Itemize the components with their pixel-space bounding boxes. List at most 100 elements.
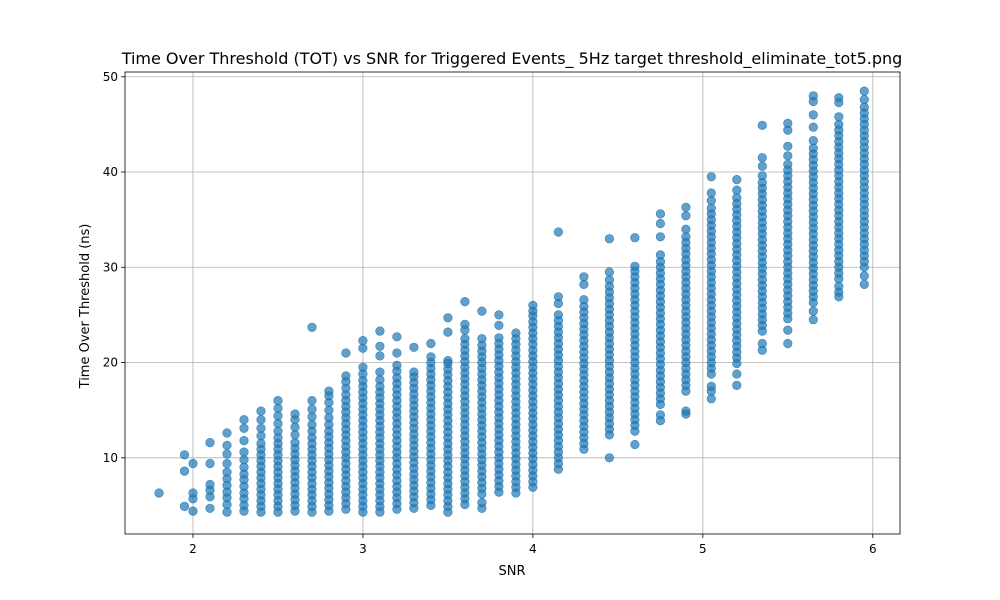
data-point [808,122,818,132]
data-point [460,319,470,330]
data-point [273,396,283,406]
data-point [256,406,266,416]
data-point [205,438,215,448]
data-point [604,234,615,244]
data-point [222,440,232,451]
data-point [256,415,266,425]
data-point [553,310,564,320]
data-point [205,458,215,469]
data-point [307,322,317,332]
data-point [655,250,666,260]
data-point [179,501,190,512]
data-point [392,348,402,358]
data-point [307,404,317,414]
data-point [375,326,385,336]
data-point [460,334,470,344]
data-point [834,112,844,122]
data-point [375,367,385,377]
data-point [681,406,691,416]
data-point [604,267,615,277]
data-point [681,202,691,212]
data-point [706,172,716,182]
data-point [706,381,716,392]
x-tick-label: 2 [189,542,197,556]
data-point [443,327,453,337]
data-point [783,141,793,151]
data-point [630,439,640,450]
data-point [655,410,666,420]
data-point [358,362,368,372]
data-point [732,369,742,379]
y-axis-label: Time Over Threshold (ns) [78,224,93,390]
data-point [655,218,666,229]
data-point [409,367,419,377]
data-point [553,292,564,302]
data-point [239,415,249,425]
data-point [604,275,615,285]
data-point [188,506,198,516]
chart-title: Time Over Threshold (TOT) vs SNR for Tri… [121,49,903,69]
data-point [222,467,232,477]
data-point [511,328,521,338]
data-point [179,466,190,476]
data-point [358,336,368,346]
data-point [655,232,666,242]
data-point [681,211,691,221]
data-point [222,458,232,469]
plot-frame [124,71,901,535]
data-point [808,110,818,120]
data-point [808,91,818,101]
data-point [341,348,351,358]
data-point [783,159,793,169]
data-point [757,120,767,130]
data-point [222,449,232,459]
data-point [290,409,300,419]
y-tick-label: 40 [103,165,118,179]
data-point [239,423,249,433]
data-point [808,315,818,325]
data-point [392,332,402,342]
data-point [859,86,869,96]
data-point [460,297,470,307]
data-point [757,171,767,181]
data-point [834,93,844,103]
data-point [324,405,334,415]
x-tick-label: 4 [529,542,537,556]
data-point [783,338,793,349]
data-point [783,325,793,335]
data-point [205,503,215,513]
data-point [443,356,453,366]
data-point [732,175,742,185]
data-point [392,360,402,371]
data-point [706,188,716,198]
data-point [808,136,818,146]
data-point [290,438,300,448]
data-point [426,338,436,349]
data-point [341,371,351,381]
data-point [324,386,334,396]
data-point [375,341,385,351]
y-tick-label: 30 [103,260,118,274]
data-point [783,118,793,128]
data-point [239,447,249,457]
data-point [179,450,190,460]
data-point [859,271,869,281]
data-point [307,419,317,430]
data-point [426,352,436,362]
data-point [273,403,283,413]
data-point [630,233,640,243]
data-point [188,458,198,469]
data-points [154,86,869,517]
x-axis-label: SNR [498,564,525,579]
data-point [579,295,589,305]
data-point [443,313,453,323]
axes: 2 3 4 5 6 10 20 30 40 50 [103,70,901,556]
data-point [239,436,249,446]
x-tick-label: 5 [699,542,707,556]
data-point [757,153,767,163]
data-point [477,306,487,316]
x-tick-label: 6 [869,542,877,556]
data-point [222,428,232,438]
data-point [375,351,385,361]
data-point [859,94,869,105]
